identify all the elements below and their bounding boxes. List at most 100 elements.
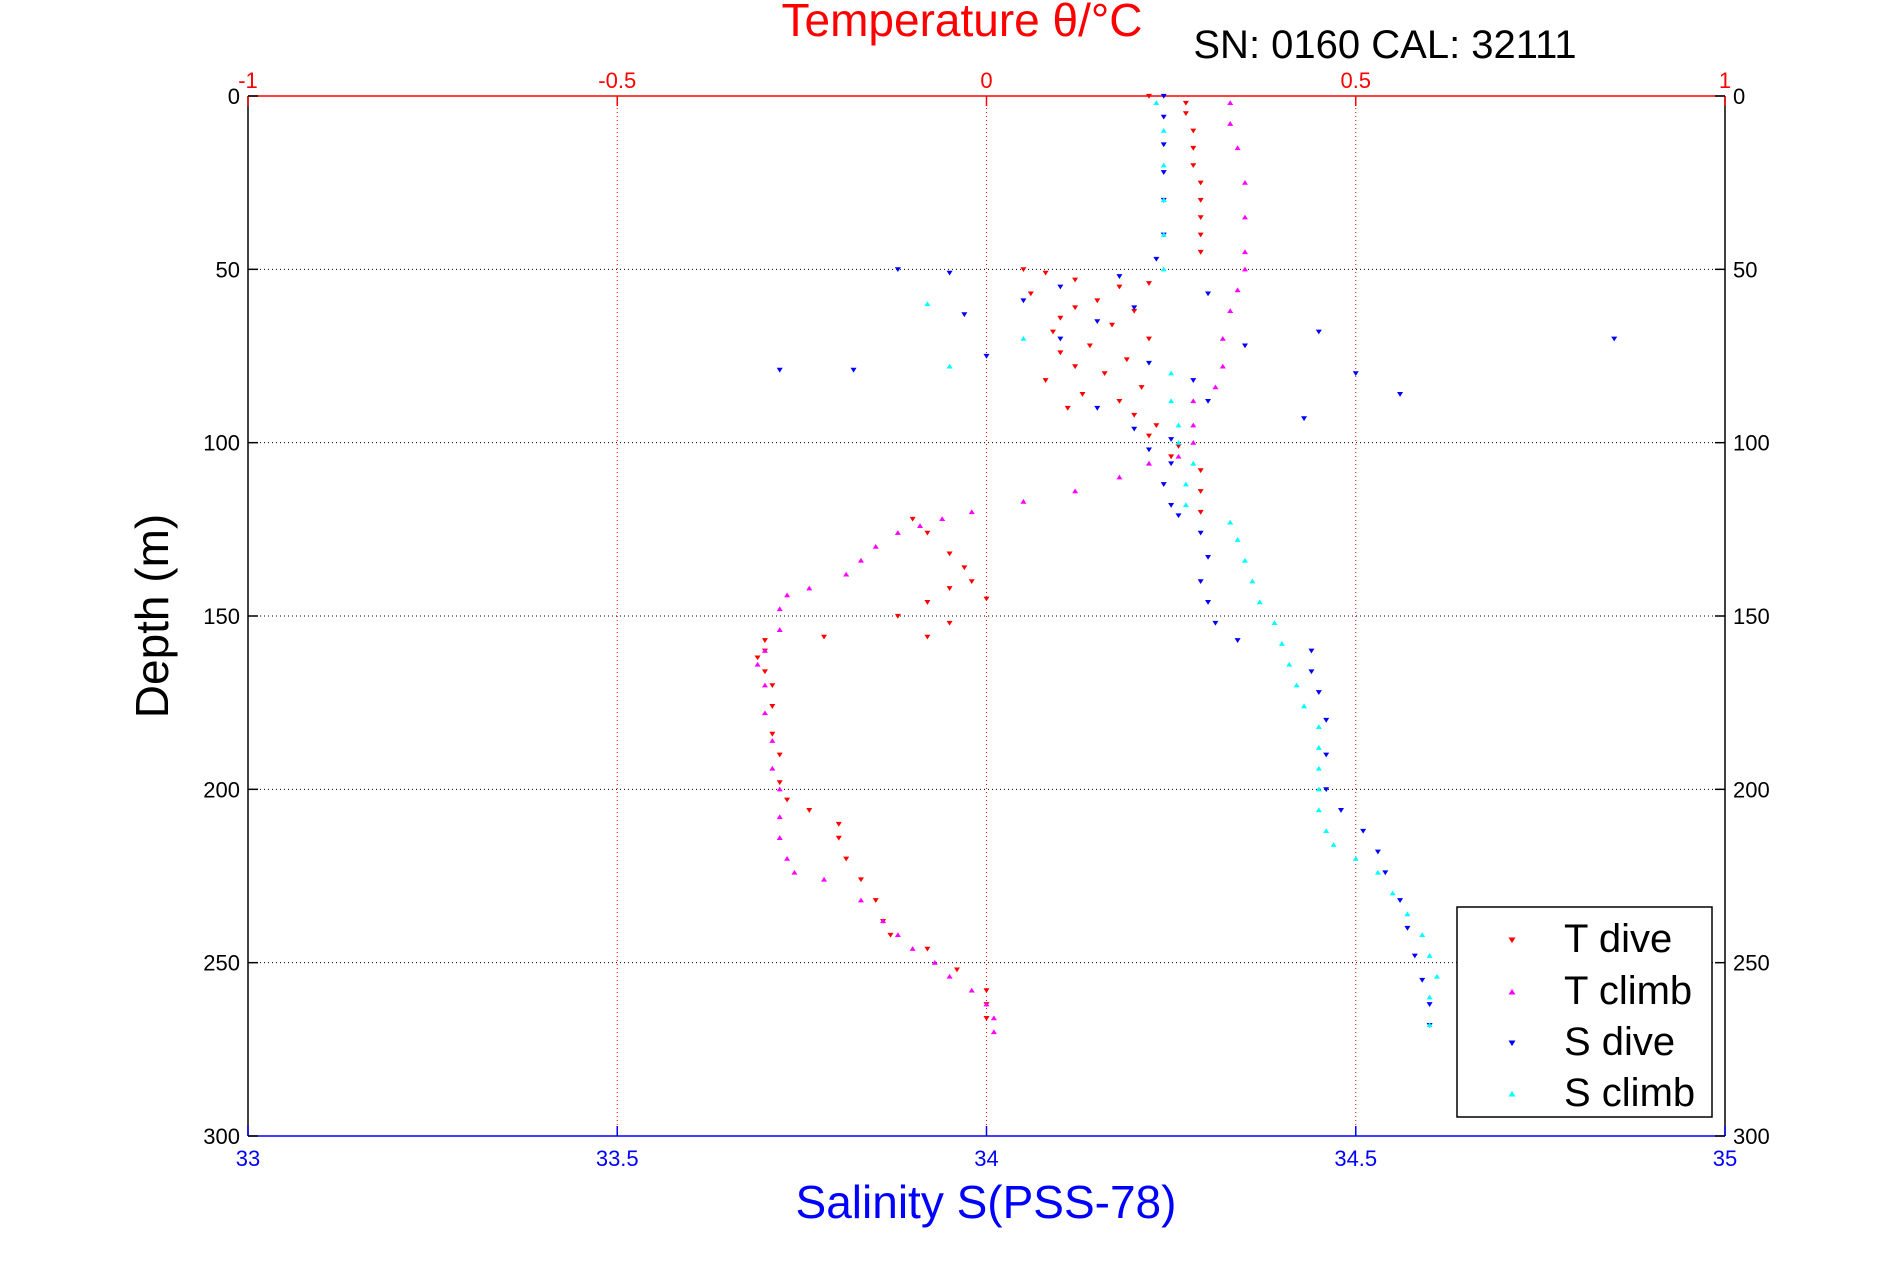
marker-t-climb: [1145, 460, 1152, 466]
marker-s-dive: [1241, 343, 1248, 349]
marker-t-dive: [1145, 281, 1152, 286]
marker-t-climb: [1175, 453, 1182, 459]
marker-s-dive: [1308, 648, 1315, 654]
legend-label-s-dive: S dive: [1564, 1020, 1675, 1064]
marker-t-climb: [761, 647, 768, 653]
marker-s-dive: [1197, 530, 1204, 536]
marker-t-dive: [924, 634, 931, 640]
marker-s-climb: [946, 363, 953, 369]
marker-t-climb: [857, 557, 864, 563]
marker-s-dive: [1419, 977, 1426, 983]
marker-s-dive: [1411, 953, 1418, 959]
marker-s-dive: [1094, 319, 1101, 325]
marker-s-dive: [946, 270, 953, 276]
marker-s-dive: [1175, 513, 1182, 519]
marker-t-climb: [1116, 474, 1123, 480]
marker-t-dive: [983, 596, 990, 602]
marker-s-dive: [1382, 870, 1389, 876]
marker-s-climb: [1404, 911, 1411, 917]
marker-s-dive: [1323, 717, 1330, 723]
marker-t-climb: [769, 738, 776, 743]
marker-t-dive: [946, 551, 953, 557]
marker-t-dive: [1190, 163, 1197, 169]
marker-t-climb: [931, 959, 938, 965]
marker-s-climb: [1182, 481, 1189, 487]
marker-t-climb: [776, 606, 783, 612]
marker-s-dive: [1057, 336, 1064, 342]
marker-t-dive: [946, 620, 953, 626]
marker-t-dive: [983, 1016, 990, 1021]
top-axis-title: Temperature θ/°C: [782, 0, 1143, 46]
marker-s-dive: [1160, 114, 1167, 120]
marker-t-dive: [1072, 277, 1079, 283]
marker-t-dive: [776, 752, 783, 758]
marker-s-dive: [1352, 371, 1359, 377]
marker-s-dive: [961, 312, 968, 318]
marker-s-dive: [894, 267, 901, 273]
marker-t-climb: [769, 765, 776, 771]
bottom-axis-tick-label: 33.5: [596, 1146, 639, 1171]
left-axis-tick-label: 150: [203, 604, 240, 629]
marker-t-climb: [1190, 422, 1197, 428]
marker-t-dive: [946, 586, 953, 591]
marker-t-dive: [843, 856, 850, 862]
marker-t-climb: [761, 710, 768, 716]
left-axis-tick-label: 300: [203, 1124, 240, 1149]
marker-s-dive: [1168, 502, 1175, 508]
marker-s-climb: [1160, 162, 1167, 168]
marker-t-dive: [1072, 364, 1079, 370]
marker-t-dive: [1072, 305, 1079, 311]
marker-t-dive: [924, 530, 931, 536]
marker-s-dive: [1160, 482, 1167, 487]
marker-t-dive: [1116, 284, 1123, 290]
marker-s-climb: [1168, 398, 1175, 404]
marker-t-climb: [754, 661, 761, 667]
marker-t-climb: [1234, 287, 1241, 293]
marker-t-climb: [843, 571, 850, 577]
marker-s-climb: [1168, 370, 1175, 376]
marker-s-dive: [1323, 787, 1330, 793]
bottom-axis-tick-label: 35: [1713, 1146, 1737, 1171]
marker-t-climb: [909, 946, 916, 951]
legend-marker-s-climb: [1508, 1090, 1516, 1097]
top-axis-tick-label: -0.5: [598, 68, 636, 93]
marker-t-climb: [946, 973, 953, 979]
marker-s-dive: [1168, 461, 1175, 467]
tick-labels: -1 -0.5 0 0.5 1 33 33.5 34 34.5 35 0 0 50 50 100 100 150…: [203, 68, 1769, 1171]
marker-t-dive: [1138, 385, 1145, 390]
marker-s-climb: [1278, 641, 1285, 646]
top-axis-tick-label: 0.5: [1340, 68, 1371, 93]
legend-marker-t-dive: [1508, 937, 1516, 944]
marker-t-dive: [784, 797, 791, 803]
marker-t-dive: [1197, 197, 1204, 203]
right-axis-tick-label: 100: [1733, 431, 1770, 456]
y-axis-title: Depth (m): [126, 514, 178, 718]
marker-t-climb: [1227, 100, 1234, 106]
marker-t-dive: [983, 988, 990, 994]
marker-t-dive: [1109, 322, 1116, 328]
bottom-axis-tick-label: 34.5: [1334, 1146, 1377, 1171]
marker-t-dive: [1197, 468, 1204, 474]
marker-s-dive: [1337, 808, 1344, 813]
marker-t-dive: [1145, 93, 1152, 99]
marker-t-dive: [1064, 405, 1071, 411]
marker-t-climb: [791, 869, 798, 875]
marker-s-climb: [1426, 1022, 1433, 1028]
marker-t-dive: [1182, 111, 1189, 117]
marker-s-dive: [1205, 600, 1212, 605]
marker-s-dive: [1131, 305, 1138, 311]
marker-t-dive: [1086, 343, 1093, 349]
marker-t-dive: [953, 967, 960, 973]
marker-t-climb: [990, 1029, 997, 1035]
marker-t-dive: [1145, 433, 1152, 439]
marker-s-climb: [1323, 828, 1330, 834]
marker-s-dive: [1374, 849, 1381, 855]
marker-s-dive: [1611, 336, 1618, 342]
marker-s-climb: [1315, 765, 1322, 771]
marker-t-climb: [1227, 308, 1234, 314]
marker-s-dive: [1153, 256, 1160, 262]
right-axis-tick-label: 50: [1733, 257, 1757, 282]
marker-t-climb: [1219, 335, 1226, 341]
marker-t-dive: [835, 821, 842, 827]
marker-t-dive: [769, 731, 776, 737]
